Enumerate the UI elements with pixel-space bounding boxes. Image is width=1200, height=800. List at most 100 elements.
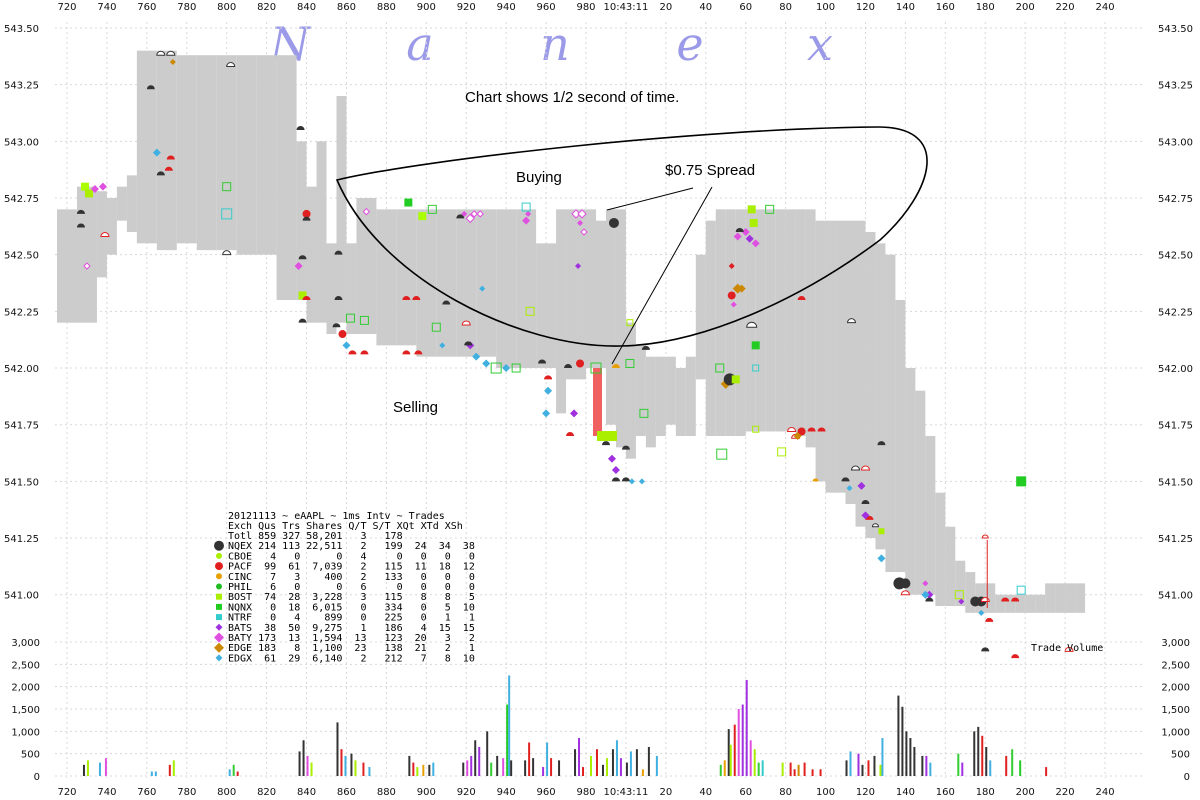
x-tick-label-top: 240 — [1095, 2, 1114, 13]
volume-bar — [867, 760, 870, 776]
nbbo-segment — [516, 209, 537, 369]
price-tick-left: 541.50 — [4, 477, 39, 488]
x-tick-label-bottom: 740 — [97, 787, 116, 798]
nbbo-spread-band — [57, 50, 1086, 613]
trade-marker — [156, 171, 165, 176]
x-tick-label-bottom: 860 — [337, 787, 356, 798]
trade-marker — [470, 210, 478, 218]
volume-bar — [635, 749, 638, 776]
trade-marker — [538, 359, 547, 364]
nbbo-segment — [296, 141, 307, 301]
trade-marker — [639, 408, 649, 418]
volume-bar — [486, 731, 489, 776]
trade-marker — [502, 364, 511, 373]
volume-bars — [82, 540, 1048, 776]
x-tick-label-bottom: 940 — [497, 787, 516, 798]
trade-marker — [76, 209, 85, 214]
trade-marker — [521, 202, 531, 212]
nbbo-segment — [865, 232, 876, 539]
nbbo-segment — [396, 209, 417, 346]
volume-bar — [595, 749, 598, 776]
volume-bar — [737, 709, 740, 776]
x-tick-label-top: 720 — [57, 2, 76, 13]
volume-bar — [749, 740, 752, 776]
volume-bar — [368, 767, 371, 776]
price-tick-left: 543.50 — [4, 24, 39, 35]
legend-row: BOST 74 28 3,228 3 115 8 8 5 — [228, 592, 475, 603]
volume-tick-right: 0 — [1184, 772, 1190, 783]
nbbo-segment — [675, 368, 686, 437]
volume-tick-left: 2,000 — [11, 683, 40, 694]
volume-bar — [925, 755, 928, 776]
nbbo-segment — [576, 209, 587, 380]
volume-bar — [154, 771, 157, 776]
nbbo-segment — [915, 390, 926, 595]
trade-marker — [611, 364, 620, 369]
trade-marker — [797, 296, 806, 301]
volume-bar — [344, 755, 347, 776]
volume-bar — [86, 760, 89, 776]
volume-tick-right: 3,000 — [1161, 638, 1190, 649]
volume-bar — [873, 755, 876, 776]
x-tick-label-bottom: 100 — [816, 787, 835, 798]
nbbo-segment — [775, 209, 786, 432]
trade-marker — [638, 478, 645, 485]
trade-marker — [465, 213, 475, 224]
trade-marker — [169, 59, 176, 66]
volume-tick-left: 2,500 — [11, 660, 40, 671]
trade-marker — [152, 148, 161, 157]
nbbo-segment — [126, 175, 137, 233]
trade-marker — [793, 432, 802, 441]
legend-header: Exch Qus Trs Shares Q/T S/T XQt XTd XSh — [228, 521, 463, 532]
x-tick-label-bottom: 180 — [976, 787, 995, 798]
volume-bar — [601, 764, 604, 776]
trade-marker — [439, 342, 446, 349]
trade-marker — [472, 352, 481, 361]
trade-marker — [980, 597, 990, 602]
volume-bar — [490, 762, 493, 776]
trade-marker — [542, 409, 551, 418]
volume-bar — [428, 764, 431, 776]
nbbo-segment — [605, 209, 616, 425]
volume-bar — [789, 762, 792, 776]
volume-bar — [150, 771, 153, 776]
trade-marker — [596, 431, 607, 442]
spread-pointer-lines — [606, 186, 713, 365]
trade-marker — [749, 218, 758, 227]
trade-marker — [621, 445, 630, 450]
trade-marker — [359, 315, 369, 325]
trade-marker — [812, 478, 819, 482]
trade-marker — [954, 590, 964, 600]
trade-marker — [412, 296, 421, 301]
trade-marker — [745, 234, 754, 243]
x-tick-label-bottom: 80 — [779, 787, 792, 798]
trade-marker — [296, 126, 305, 131]
x-tick-label-top: 760 — [137, 2, 156, 13]
nbbo-segment — [1075, 583, 1086, 613]
x-tick-label-bottom: 140 — [896, 787, 915, 798]
trade-marker — [958, 598, 965, 605]
trade-marker — [1011, 654, 1020, 659]
volume-bar — [881, 738, 884, 776]
trade-marker — [580, 228, 588, 236]
x-tick-label-top: 200 — [1016, 2, 1035, 13]
volume-bar — [578, 738, 581, 776]
trade-marker — [402, 296, 411, 301]
volume-bar — [619, 758, 622, 776]
volume-bar — [508, 675, 511, 776]
nbbo-segment — [885, 254, 896, 573]
x-tick-label-top: 980 — [576, 2, 595, 13]
nbbo-segment — [216, 55, 237, 251]
volume-bar — [422, 764, 425, 776]
x-tick-label-bottom: 10:43:11 — [603, 787, 648, 798]
volume-bar — [558, 760, 561, 776]
trade-marker — [525, 210, 532, 217]
nbbo-segment — [815, 220, 826, 482]
trade-marker — [606, 431, 617, 442]
trade-marker — [146, 85, 155, 90]
nbbo-segment — [1005, 594, 1016, 613]
volume-bar — [977, 726, 980, 776]
trade-marker — [84, 189, 93, 198]
trade-marker — [715, 363, 725, 373]
trade-marker — [807, 427, 816, 432]
